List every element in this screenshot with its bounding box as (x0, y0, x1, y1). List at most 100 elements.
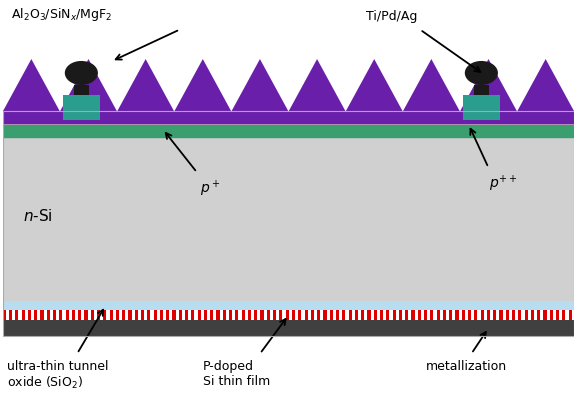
Bar (153, 310, 157, 321)
Bar (3, 321, 574, 336)
Bar (368, 310, 370, 321)
Bar (16, 310, 18, 321)
Bar (53, 310, 56, 321)
Bar (97, 310, 100, 321)
Bar (192, 310, 194, 321)
Bar (141, 310, 144, 321)
Bar (210, 310, 213, 321)
Bar (84, 310, 88, 321)
Bar (59, 310, 62, 321)
Bar (311, 310, 314, 321)
Bar (323, 310, 327, 321)
Bar (166, 310, 170, 321)
Bar (468, 310, 471, 321)
Bar (462, 310, 465, 321)
Bar (336, 310, 339, 321)
Bar (122, 310, 125, 321)
Text: metallization: metallization (426, 359, 507, 372)
Bar (512, 310, 515, 321)
Text: $n$-Si: $n$-Si (23, 208, 53, 224)
Bar (374, 310, 377, 321)
Bar (411, 310, 414, 321)
Bar (3, 112, 574, 336)
Bar (267, 310, 270, 321)
Bar (47, 310, 50, 321)
Bar (531, 310, 534, 321)
Bar (116, 310, 119, 321)
Bar (286, 310, 288, 321)
Bar (160, 310, 163, 321)
Text: Al$_2$O$_3$/SiN$_x$/MgF$_2$: Al$_2$O$_3$/SiN$_x$/MgF$_2$ (12, 6, 113, 23)
Bar (3, 310, 574, 321)
Bar (40, 310, 44, 321)
Bar (568, 310, 572, 321)
Bar (329, 310, 333, 321)
Ellipse shape (65, 62, 98, 86)
Bar (418, 310, 421, 321)
Bar (349, 310, 351, 321)
Bar (9, 310, 12, 321)
Bar (248, 310, 251, 321)
Bar (298, 310, 301, 321)
Bar (279, 310, 283, 321)
Bar (463, 96, 500, 121)
Bar (147, 310, 151, 321)
Bar (524, 310, 527, 321)
Bar (254, 310, 257, 321)
Bar (185, 310, 188, 321)
Bar (355, 310, 358, 321)
Bar (487, 310, 490, 321)
Bar (518, 310, 522, 321)
Bar (562, 310, 565, 321)
Bar (550, 310, 553, 321)
Text: P-doped
Si thin film: P-doped Si thin film (203, 359, 270, 387)
Bar (505, 310, 509, 321)
Bar (3, 301, 574, 310)
Bar (242, 310, 245, 321)
Bar (135, 310, 138, 321)
Text: Ti/Pd/Ag: Ti/Pd/Ag (366, 10, 417, 23)
Bar (544, 310, 546, 321)
Bar (474, 86, 489, 96)
Bar (361, 310, 364, 321)
Bar (91, 310, 94, 321)
Polygon shape (3, 60, 574, 125)
Bar (229, 310, 232, 321)
Bar (235, 310, 238, 321)
Bar (556, 310, 559, 321)
Bar (499, 310, 503, 321)
Bar (3, 121, 574, 301)
Polygon shape (3, 68, 574, 126)
Bar (380, 310, 383, 321)
Bar (305, 310, 308, 321)
Bar (481, 310, 484, 321)
Bar (386, 310, 389, 321)
Bar (179, 310, 182, 321)
Ellipse shape (465, 62, 498, 86)
Bar (216, 310, 220, 321)
Bar (63, 96, 100, 121)
Bar (28, 310, 31, 321)
Bar (443, 310, 446, 321)
Bar (260, 310, 264, 321)
Text: ultra-thin tunnel
oxide (SiO$_2$): ultra-thin tunnel oxide (SiO$_2$) (8, 359, 109, 390)
Bar (474, 310, 477, 321)
Bar (204, 310, 207, 321)
Bar (430, 310, 433, 321)
Bar (129, 310, 132, 321)
Bar (3, 310, 6, 321)
Bar (34, 310, 38, 321)
Bar (198, 310, 201, 321)
Bar (292, 310, 295, 321)
Bar (173, 310, 175, 321)
Polygon shape (3, 68, 574, 139)
Bar (223, 310, 226, 321)
Bar (537, 310, 540, 321)
Text: $p^{++}$: $p^{++}$ (489, 173, 517, 193)
Bar (405, 310, 408, 321)
Bar (392, 310, 396, 321)
Bar (424, 310, 427, 321)
Bar (273, 310, 276, 321)
Bar (66, 310, 69, 321)
Bar (449, 310, 452, 321)
